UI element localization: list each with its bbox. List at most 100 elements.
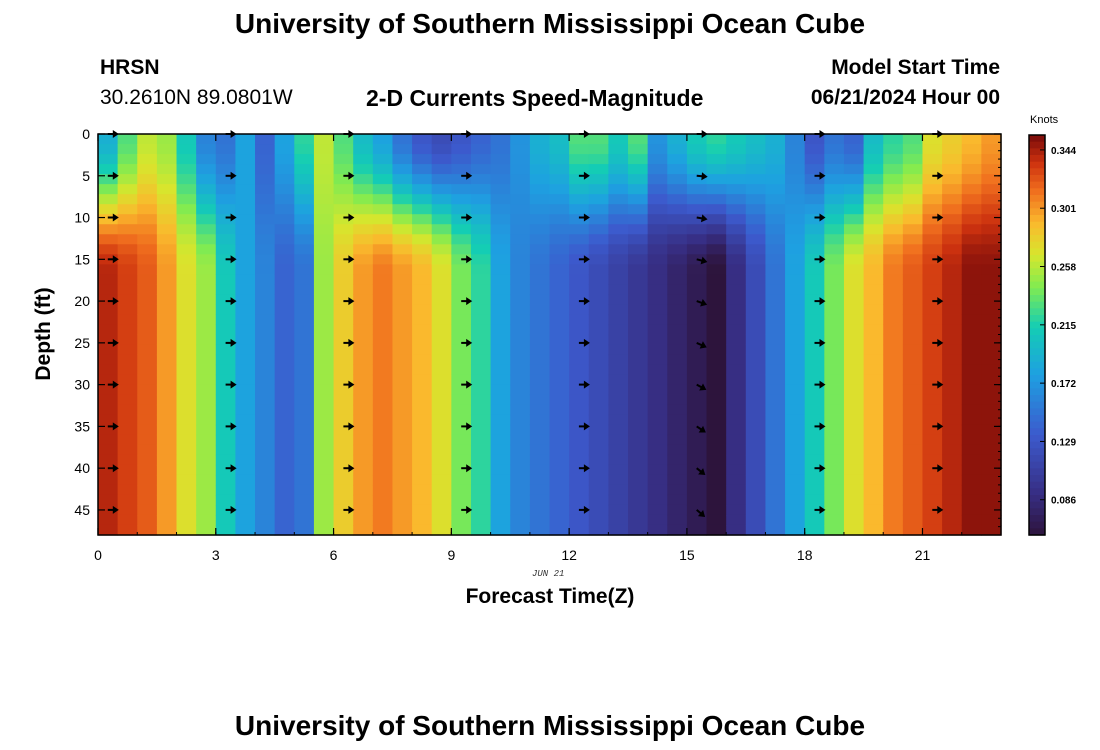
heatmap-cell — [294, 484, 315, 496]
heatmap-cell — [883, 524, 904, 536]
heatmap-cell — [863, 474, 884, 486]
heatmap-cell — [883, 204, 904, 215]
heatmap-cell — [981, 314, 1002, 326]
current-arrow — [107, 297, 119, 306]
model-start-label: Model Start Time — [831, 56, 1000, 79]
heatmap-cell — [981, 154, 1002, 165]
heatmap-cell — [274, 404, 295, 416]
heatmap-cell — [863, 234, 884, 245]
heatmap-cell — [274, 144, 295, 155]
heatmap-cell — [176, 334, 197, 346]
heatmap-cell — [215, 294, 237, 306]
heatmap-cell — [843, 344, 865, 356]
heatmap-cell — [490, 464, 511, 476]
heatmap-cell — [745, 444, 767, 456]
heatmap-cell — [372, 354, 394, 366]
heatmap-cell — [765, 254, 786, 265]
heatmap-cell — [156, 414, 178, 426]
heatmap-cell — [529, 144, 551, 155]
heatmap-cell — [313, 284, 335, 296]
heatmap-cell — [117, 254, 138, 265]
heatmap-cell — [529, 164, 551, 175]
heatmap-cell — [176, 304, 197, 316]
heatmap-cell — [196, 354, 217, 366]
heatmap-cell — [804, 204, 825, 215]
heatmap-cell — [549, 294, 570, 306]
y-tick-label: 30 — [74, 377, 90, 393]
heatmap-cell — [863, 184, 884, 195]
heatmap-cell — [451, 414, 472, 426]
heatmap-cell — [470, 504, 492, 516]
heatmap-cell — [470, 464, 492, 476]
y-axis-label: Depth (ft) — [32, 287, 55, 381]
heatmap-cell — [942, 224, 963, 235]
heatmap-cell — [98, 314, 119, 326]
heatmap-cell — [333, 384, 354, 396]
heatmap-cell — [549, 374, 570, 386]
heatmap-cell — [981, 404, 1002, 416]
heatmap-cell — [981, 244, 1002, 255]
heatmap-cell — [117, 144, 138, 155]
heatmap-cell — [628, 394, 649, 406]
heatmap-cell — [706, 524, 727, 536]
heatmap-cell — [372, 304, 394, 316]
heatmap-cell — [137, 234, 158, 245]
heatmap-cell — [156, 224, 178, 235]
heatmap-cell — [922, 374, 943, 386]
heatmap-cell — [804, 394, 825, 406]
heatmap-cell — [529, 434, 551, 446]
heatmap-cell — [549, 204, 570, 215]
heatmap-cell — [235, 194, 256, 205]
heatmap-cell — [588, 194, 609, 205]
heatmap-cell — [569, 284, 590, 296]
heatmap-cell — [569, 174, 590, 185]
heatmap-cell — [804, 164, 825, 175]
heatmap-cell — [942, 304, 963, 316]
heatmap-cell — [274, 414, 295, 426]
colorbar-segment — [1029, 175, 1045, 183]
heatmap-cell — [804, 294, 825, 306]
heatmap-cell — [313, 384, 335, 396]
heatmap-cell — [902, 134, 924, 145]
heatmap-cell — [628, 324, 649, 336]
heatmap-cell — [883, 284, 904, 296]
heatmap-cell — [451, 154, 472, 165]
current-arrow — [225, 380, 237, 389]
heatmap-cell — [883, 244, 904, 255]
heatmap-cell — [215, 454, 237, 466]
heatmap-cell — [313, 314, 335, 326]
heatmap-cell — [785, 504, 806, 516]
heatmap-cell — [176, 224, 197, 235]
heatmap-cell — [313, 514, 335, 526]
heatmap-cell — [176, 454, 197, 466]
heatmap-cell — [313, 324, 335, 336]
heatmap-cell — [549, 134, 570, 145]
heatmap-cell — [215, 434, 237, 446]
heatmap-cell — [294, 514, 315, 526]
heatmap-cell — [647, 274, 668, 285]
heatmap-cell — [902, 204, 924, 215]
heatmap-cell — [156, 384, 178, 396]
heatmap-cell — [686, 474, 708, 486]
heatmap-cell — [647, 504, 668, 516]
heatmap-cell — [235, 294, 256, 306]
heatmap-cell — [451, 204, 472, 215]
heatmap-cell — [961, 524, 982, 536]
heatmap-cell — [510, 364, 531, 376]
heatmap-cell — [824, 444, 845, 456]
heatmap-cell — [510, 144, 531, 155]
heatmap-cell — [569, 444, 590, 456]
heatmap-cell — [235, 514, 256, 526]
heatmap-cell — [176, 294, 197, 306]
heatmap-cell — [215, 464, 237, 476]
heatmap-cell — [804, 434, 825, 446]
heatmap-cell — [255, 144, 276, 155]
heatmap-cell — [863, 304, 884, 316]
colorbar-segment — [1029, 475, 1045, 483]
heatmap-cell — [98, 424, 119, 436]
heatmap-cell — [804, 174, 825, 185]
heatmap-cell — [156, 264, 178, 275]
heatmap-cell — [255, 474, 276, 486]
heatmap-cell — [392, 244, 413, 255]
heatmap-cell — [176, 234, 197, 245]
